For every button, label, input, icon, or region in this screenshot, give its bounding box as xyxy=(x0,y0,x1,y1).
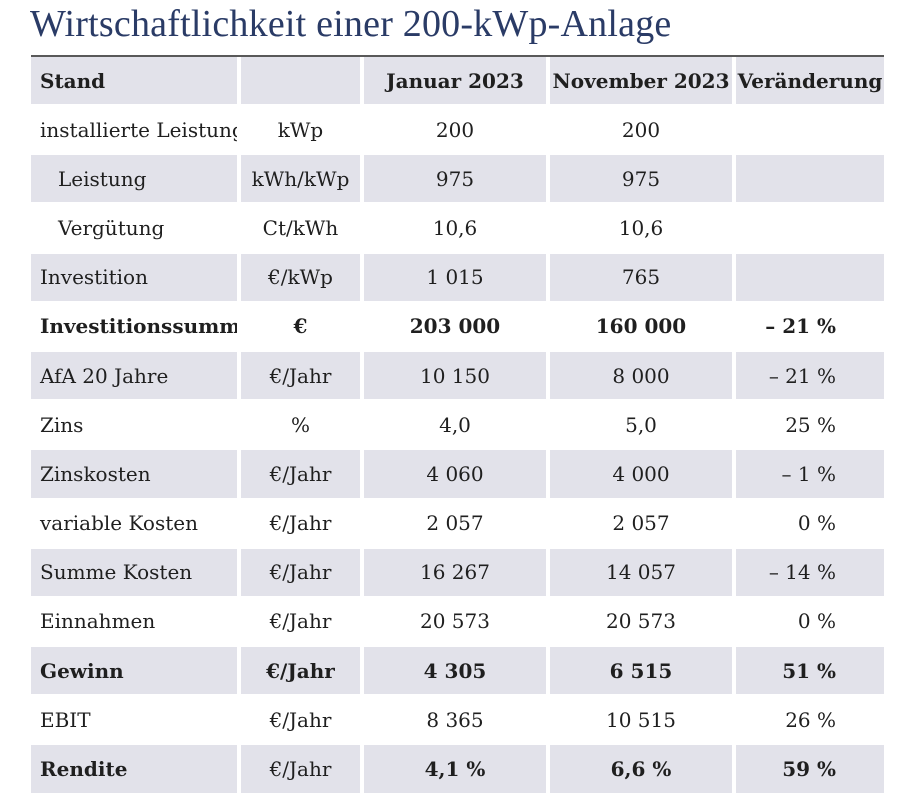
table-row: EBIT €/Jahr 8 365 10 515 26 % xyxy=(31,695,884,746)
table-row: AfA 20 Jahre €/Jahr 10 150 8 000 – 21 % xyxy=(31,350,884,402)
page-title: Wirtschaftlichkeit einer 200-kWp-Anlage xyxy=(30,3,672,45)
row-change xyxy=(734,203,884,254)
row-jan-value: 4,1 % xyxy=(362,744,550,795)
table-header-row: Stand Januar 2023 November 2023 Veränder… xyxy=(31,57,884,106)
table-row: Rendite €/Jahr 4,1 % 6,6 % 59 % xyxy=(31,744,884,795)
row-jan-value: 2 057 xyxy=(362,498,550,549)
row-change: 0 % xyxy=(734,596,884,648)
header-november-2023: November 2023 xyxy=(548,57,736,106)
row-nov-value: 10,6 xyxy=(548,203,736,254)
header-januar-2023: Januar 2023 xyxy=(362,57,550,106)
row-jan-value: 1 015 xyxy=(362,252,550,303)
row-label: EBIT xyxy=(31,695,241,746)
row-label: Einnahmen xyxy=(31,596,241,648)
row-jan-value: 10,6 xyxy=(362,203,550,254)
table-row: Investition €/kWp 1 015 765 xyxy=(31,252,884,303)
table-row: Zins % 4,0 5,0 25 % xyxy=(31,400,884,451)
row-unit: Ct/kWh xyxy=(239,203,364,254)
row-label: variable Kosten xyxy=(31,498,241,549)
row-unit: kWh/kWp xyxy=(239,154,364,205)
row-change: – 21 % xyxy=(734,350,884,402)
table-row: Gewinn €/Jahr 4 305 6 515 51 % xyxy=(31,646,884,697)
header-unit xyxy=(239,57,364,106)
row-unit: €/Jahr xyxy=(239,646,364,697)
row-change: 51 % xyxy=(734,646,884,697)
row-change: – 1 % xyxy=(734,449,884,500)
row-jan-value: 975 xyxy=(362,154,550,205)
row-label: Vergütung xyxy=(31,203,241,254)
row-label: AfA 20 Jahre xyxy=(31,350,241,402)
row-unit: €/Jahr xyxy=(239,350,364,402)
header-stand: Stand xyxy=(31,57,241,106)
row-change: 26 % xyxy=(734,695,884,746)
row-nov-value: 4 000 xyxy=(548,449,736,500)
table-row: variable Kosten €/Jahr 2 057 2 057 0 % xyxy=(31,498,884,549)
row-jan-value: 16 267 xyxy=(362,547,550,598)
table-row: Investitionssumme € 203 000 160 000 – 21… xyxy=(31,301,884,352)
row-change: 59 % xyxy=(734,744,884,795)
row-unit: €/Jahr xyxy=(239,695,364,746)
table-top-rule xyxy=(31,55,884,57)
row-unit: €/Jahr xyxy=(239,498,364,549)
row-nov-value: 14 057 xyxy=(548,547,736,598)
row-nov-value: 20 573 xyxy=(548,596,736,648)
row-nov-value: 975 xyxy=(548,154,736,205)
row-unit: €/Jahr xyxy=(239,547,364,598)
row-unit: % xyxy=(239,400,364,451)
row-change: 25 % xyxy=(734,400,884,451)
row-change: – 14 % xyxy=(734,547,884,598)
row-label: Rendite xyxy=(31,744,241,795)
table-row: Einnahmen €/Jahr 20 573 20 573 0 % xyxy=(31,596,884,648)
table-row: Vergütung Ct/kWh 10,6 10,6 xyxy=(31,203,884,254)
row-nov-value: 6 515 xyxy=(548,646,736,697)
row-nov-value: 5,0 xyxy=(548,400,736,451)
row-unit: €/Jahr xyxy=(239,744,364,795)
table-row: Leistung kWh/kWp 975 975 xyxy=(31,154,884,205)
row-jan-value: 4 060 xyxy=(362,449,550,500)
row-jan-value: 4,0 xyxy=(362,400,550,451)
row-jan-value: 20 573 xyxy=(362,596,550,648)
header-veraenderung: Veränderung xyxy=(734,57,884,106)
row-change xyxy=(734,154,884,205)
row-change: – 21 % xyxy=(734,301,884,352)
row-label: Gewinn xyxy=(31,646,241,697)
row-unit: €/Jahr xyxy=(239,596,364,648)
row-nov-value: 10 515 xyxy=(548,695,736,746)
table-row: Summe Kosten €/Jahr 16 267 14 057 – 14 % xyxy=(31,547,884,598)
row-nov-value: 6,6 % xyxy=(548,744,736,795)
row-label: Leistung xyxy=(31,154,241,205)
row-label: Investitionssumme xyxy=(31,301,241,352)
row-label: Zinskosten xyxy=(31,449,241,500)
row-unit: €/kWp xyxy=(239,252,364,303)
row-jan-value: 203 000 xyxy=(362,301,550,352)
row-nov-value: 200 xyxy=(548,105,736,156)
row-jan-value: 200 xyxy=(362,105,550,156)
row-label: installierte Leistung xyxy=(31,105,241,156)
row-label: Zins xyxy=(31,400,241,451)
row-nov-value: 160 000 xyxy=(548,301,736,352)
row-change: 0 % xyxy=(734,498,884,549)
row-jan-value: 10 150 xyxy=(362,350,550,402)
row-label: Summe Kosten xyxy=(31,547,241,598)
row-jan-value: 8 365 xyxy=(362,695,550,746)
economics-table: Stand Januar 2023 November 2023 Veränder… xyxy=(31,57,884,795)
table-row: installierte Leistung kWp 200 200 xyxy=(31,105,884,156)
row-change xyxy=(734,105,884,156)
row-label: Investition xyxy=(31,252,241,303)
row-jan-value: 4 305 xyxy=(362,646,550,697)
row-unit: €/Jahr xyxy=(239,449,364,500)
row-nov-value: 765 xyxy=(548,252,736,303)
table-row: Zinskosten €/Jahr 4 060 4 000 – 1 % xyxy=(31,449,884,500)
row-change xyxy=(734,252,884,303)
row-nov-value: 8 000 xyxy=(548,350,736,402)
row-nov-value: 2 057 xyxy=(548,498,736,549)
row-unit: kWp xyxy=(239,105,364,156)
row-unit: € xyxy=(239,301,364,352)
